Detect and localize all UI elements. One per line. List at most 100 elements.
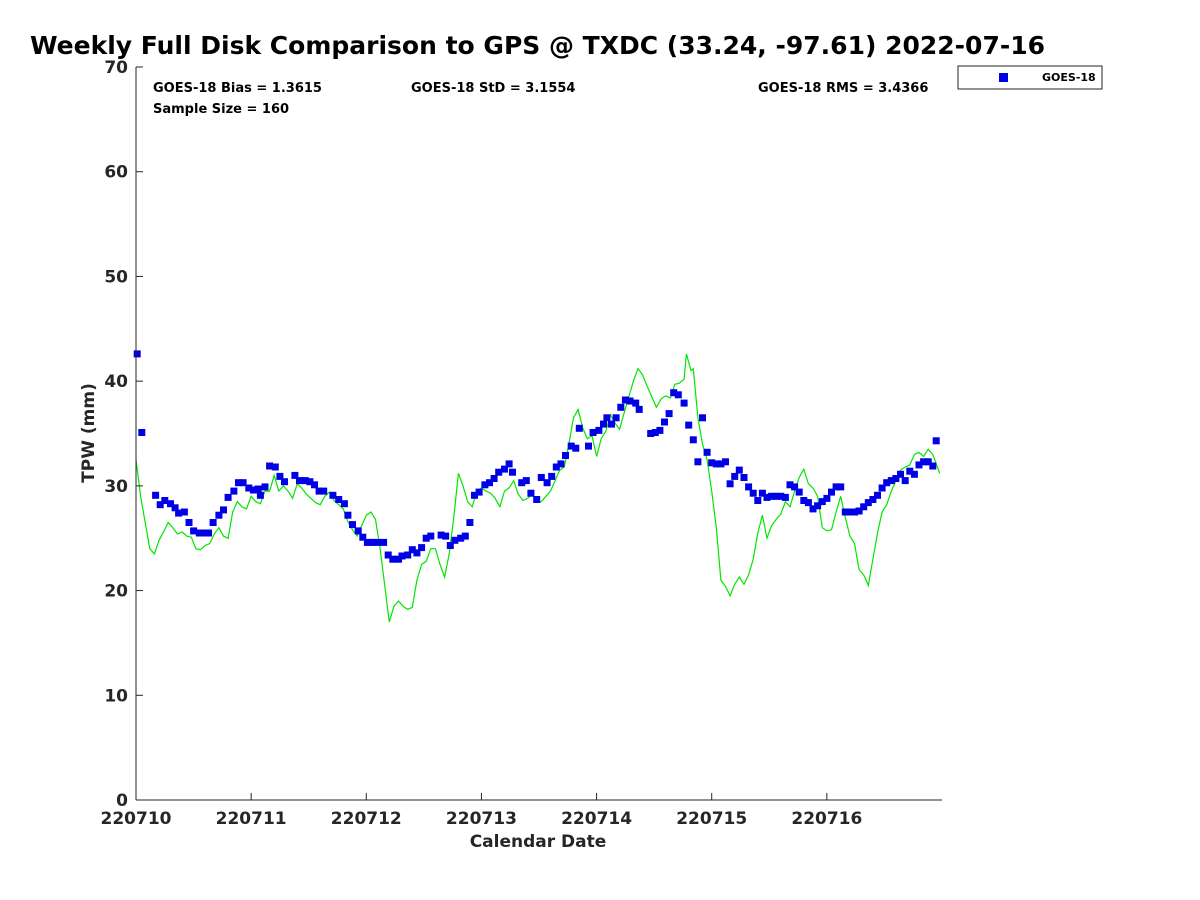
goes18-data-point xyxy=(408,546,416,554)
goes18-data-point xyxy=(442,532,450,540)
goes18-data-point xyxy=(509,468,516,476)
goes18-data-point xyxy=(249,486,257,494)
goes18-data-point xyxy=(271,463,279,471)
goes18-data-point xyxy=(874,491,881,499)
goes18-data-point xyxy=(354,527,362,535)
x-tick-label: 220710 xyxy=(101,809,172,829)
goes18-data-point xyxy=(548,472,556,480)
x-axis-ticks: 220710 220711 220712 220713 220714 220715 2207… xyxy=(101,793,862,829)
goes18-data-point xyxy=(359,533,367,541)
goes18-data-point xyxy=(254,485,262,493)
goes18-data-point xyxy=(562,452,569,459)
goes18-data-point xyxy=(437,531,445,539)
goes18-data-point xyxy=(897,470,904,478)
goes18-data-point xyxy=(626,397,634,405)
goes18-data-point xyxy=(735,466,743,474)
goes18-data-point xyxy=(781,493,789,501)
goes18-data-point xyxy=(685,421,693,429)
legend-box xyxy=(957,65,1103,90)
goes18-data-point xyxy=(589,429,597,436)
goes18-data-point xyxy=(795,488,803,496)
goes18-data-point xyxy=(791,483,799,491)
goes18-data-point xyxy=(726,480,734,488)
goes18-data-point xyxy=(306,478,314,486)
goes18-data-point xyxy=(661,418,668,426)
goes18-data-point xyxy=(670,389,678,397)
goes18-data-point xyxy=(869,496,877,503)
goes18-data-point xyxy=(804,499,812,507)
goes18-data-point xyxy=(814,502,822,510)
goes18-data-point xyxy=(924,458,932,466)
goes18-data-point xyxy=(495,468,503,476)
goes18-data-point xyxy=(828,488,835,496)
bias-stat: GOES-18 Bias = 1.3615 xyxy=(153,81,322,96)
goes18-data-point xyxy=(595,426,603,434)
goes18-data-point xyxy=(413,549,421,557)
goes18-data-point xyxy=(167,500,174,508)
goes18-data-point xyxy=(841,508,849,516)
goes18-data-point xyxy=(505,460,513,468)
goes18-data-point xyxy=(256,491,264,499)
goes18-data-point xyxy=(190,527,198,535)
goes18-data-point xyxy=(768,492,776,500)
goes18-data-point xyxy=(651,429,659,436)
goes18-data-point xyxy=(296,477,303,485)
goes18-data-point xyxy=(754,497,762,504)
goes18-data-point xyxy=(276,472,284,480)
goes18-data-point xyxy=(772,492,780,500)
goes18-data-point xyxy=(699,414,706,422)
sample-size-stat: Sample Size = 160 xyxy=(153,102,289,117)
y-tick-label: 50 xyxy=(104,267,128,287)
goes18-data-point xyxy=(608,420,615,428)
goes18-data-point xyxy=(335,496,343,503)
goes18-data-point xyxy=(809,505,817,513)
goes18-data-point xyxy=(209,519,217,526)
goes18-data-point xyxy=(481,481,489,489)
goes18-data-point xyxy=(600,420,607,428)
goes18-data-point xyxy=(722,458,729,466)
goes18-data-point xyxy=(567,442,575,450)
goes18-data-point xyxy=(543,479,551,487)
goes18-data-point xyxy=(235,479,242,487)
x-tick-label: 220714 xyxy=(561,809,632,829)
goes18-data-point xyxy=(703,448,711,456)
x-axis-label: Calendar Date xyxy=(470,832,607,852)
goes18-data-point xyxy=(572,444,580,452)
goes18-data-point xyxy=(185,519,193,526)
goes18-data-point xyxy=(363,538,371,546)
goes18-data-point xyxy=(266,462,274,470)
y-axis-label: TPW (mm) xyxy=(79,383,99,483)
goes18-data-point xyxy=(929,462,937,470)
goes18-data-point xyxy=(418,544,426,552)
goes18-data-point xyxy=(694,458,702,466)
y-tick-label: 0 xyxy=(116,791,128,811)
goes18-data-point xyxy=(301,477,309,485)
goes18-data-point xyxy=(422,534,430,542)
goes18-data-point xyxy=(490,475,498,482)
goes18-data-point xyxy=(369,538,377,546)
goes18-data-point xyxy=(380,538,388,546)
goes18-data-point xyxy=(389,555,397,563)
goes18-data-point xyxy=(161,497,169,504)
goes18-data-point xyxy=(281,478,288,486)
goes18-data-point xyxy=(180,508,188,516)
goes18-data-point xyxy=(617,403,625,411)
goes18-data-point xyxy=(427,532,435,540)
x-tick-label: 220716 xyxy=(791,809,862,829)
goes18-data-point xyxy=(133,350,141,358)
goes18-data-point xyxy=(632,399,640,407)
legend-label-goes18: GOES-18 xyxy=(1042,71,1096,84)
goes18-data-point xyxy=(205,529,212,537)
goes18-data-point xyxy=(398,552,406,560)
y-axis-ticks: 0 10 20 30 40 50 60 70 xyxy=(104,58,143,811)
goes18-data-point xyxy=(527,489,535,497)
x-tick-label: 220713 xyxy=(446,809,517,829)
goes18-data-point xyxy=(261,483,269,491)
gps-series-line xyxy=(135,353,941,623)
goes18-data-point xyxy=(846,508,854,516)
goes18-data-point xyxy=(171,504,179,512)
goes18-data-point xyxy=(533,496,541,503)
goes18-data-point xyxy=(175,509,183,517)
goes18-data-point xyxy=(712,460,720,468)
